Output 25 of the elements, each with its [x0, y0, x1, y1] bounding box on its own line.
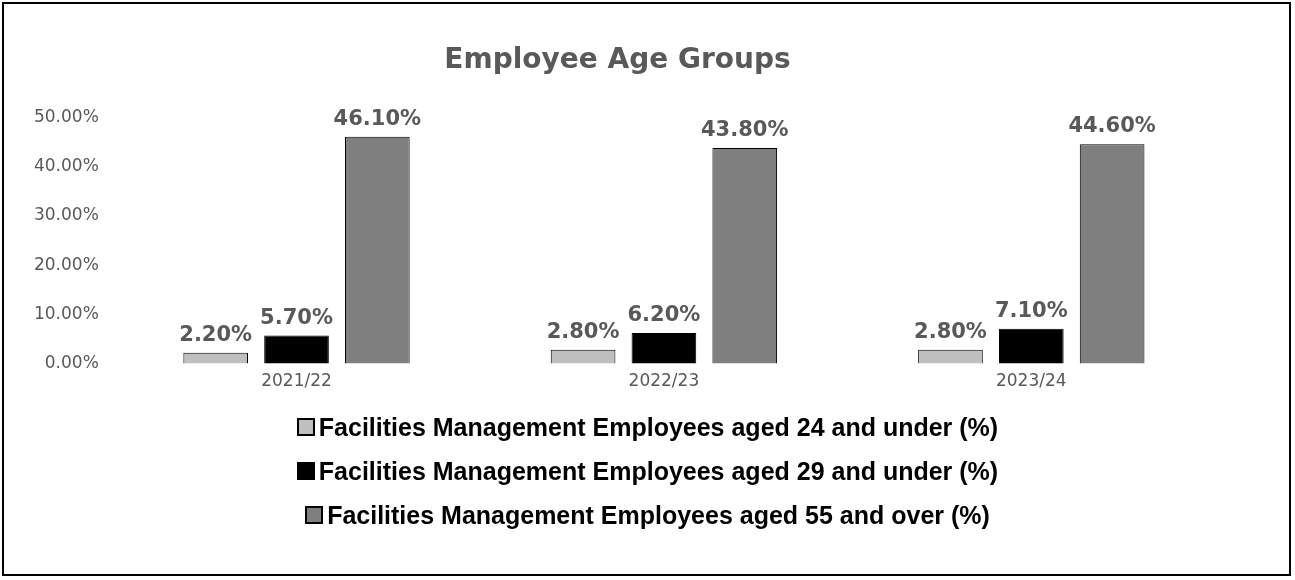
legend-label: Facilities Management Employees aged 24 and under (%): [318, 412, 999, 442]
y-tick-label: 0.00%: [44, 352, 99, 373]
data-label: 44.60%: [1068, 113, 1156, 138]
chart-title: Employee Age Groups: [444, 42, 791, 76]
bar: [998, 328, 1064, 364]
y-tick-label: 30.00%: [33, 204, 99, 225]
data-label: 43.80%: [701, 117, 789, 142]
data-label: 6.20%: [627, 302, 701, 327]
x-tick-label: 2022/23: [628, 370, 700, 391]
x-tick-label: 2023/24: [995, 370, 1067, 391]
data-label: 5.70%: [260, 304, 333, 329]
y-tick-label: 50.00%: [33, 106, 99, 127]
data-label: 7.10%: [994, 297, 1068, 322]
legend-label: Facilities Management Employees aged 55 and over (%): [327, 500, 990, 530]
y-tick-label: 40.00%: [33, 155, 99, 176]
data-label: 2.20%: [179, 321, 253, 346]
y-tick-label: 10.00%: [33, 302, 99, 323]
data-label: 2.80%: [546, 318, 620, 343]
legend-label: Facilities Management Employees aged 29 and under (%): [318, 456, 999, 486]
bar: [264, 335, 329, 364]
data-label: 46.10%: [333, 105, 422, 130]
y-tick-label: 20.00%: [33, 253, 99, 274]
x-tick-label: 2021/22: [261, 370, 332, 391]
bar: [631, 333, 697, 364]
data-label: 2.80%: [914, 318, 987, 343]
